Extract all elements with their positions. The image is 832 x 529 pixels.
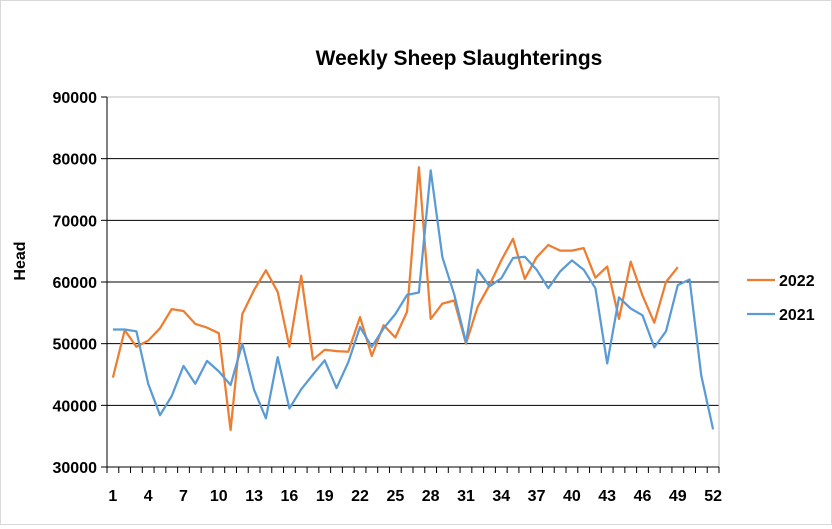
y-tick-label: 80000 (53, 152, 98, 169)
y-tick-label: 40000 (53, 398, 98, 415)
legend: 2022 2021 (747, 273, 815, 324)
legend-label: 2022 (779, 273, 815, 290)
x-tick-label: 4 (144, 488, 153, 505)
x-tick-label: 22 (351, 488, 369, 505)
y-tick-label: 50000 (53, 337, 98, 354)
x-tick-label: 28 (422, 488, 440, 505)
y-tick-label: 30000 (53, 460, 98, 477)
x-tick-label: 52 (704, 488, 722, 505)
x-tick-label: 34 (492, 488, 510, 505)
x-axis: 1 4 7 10 13 16 19 22 25 28 31 34 37 40 43 46 49 52 (106, 466, 722, 505)
x-tick-label: 31 (457, 488, 475, 505)
x-tick-label: 46 (634, 488, 652, 505)
x-tick-label: 13 (245, 488, 263, 505)
y-tick-label: 60000 (53, 275, 98, 292)
y-axis-title: Head (12, 241, 29, 280)
x-tick-label: 10 (210, 488, 228, 505)
x-tick-label: 25 (386, 488, 404, 505)
x-tick-label: 7 (179, 488, 188, 505)
x-tick-label: 19 (316, 488, 334, 505)
x-tick-label: 37 (528, 488, 546, 505)
y-tick-label: 70000 (53, 213, 98, 230)
x-tick-label: 43 (598, 488, 616, 505)
x-tick-label: 16 (281, 488, 299, 505)
y-axis-ticks: 90000 80000 70000 60000 50000 40000 30000 (53, 90, 107, 477)
series-lines (111, 166, 715, 432)
x-tick-label: 1 (108, 488, 117, 505)
x-tick-label: 40 (563, 488, 581, 505)
series-line-2021 (112, 169, 715, 430)
x-tick-label: 49 (669, 488, 687, 505)
legend-label: 2021 (779, 307, 815, 324)
y-tick-label: 90000 (53, 90, 98, 107)
series-line-2022 (111, 166, 679, 432)
chart-title: Weekly Sheep Slaughterings (316, 47, 603, 70)
